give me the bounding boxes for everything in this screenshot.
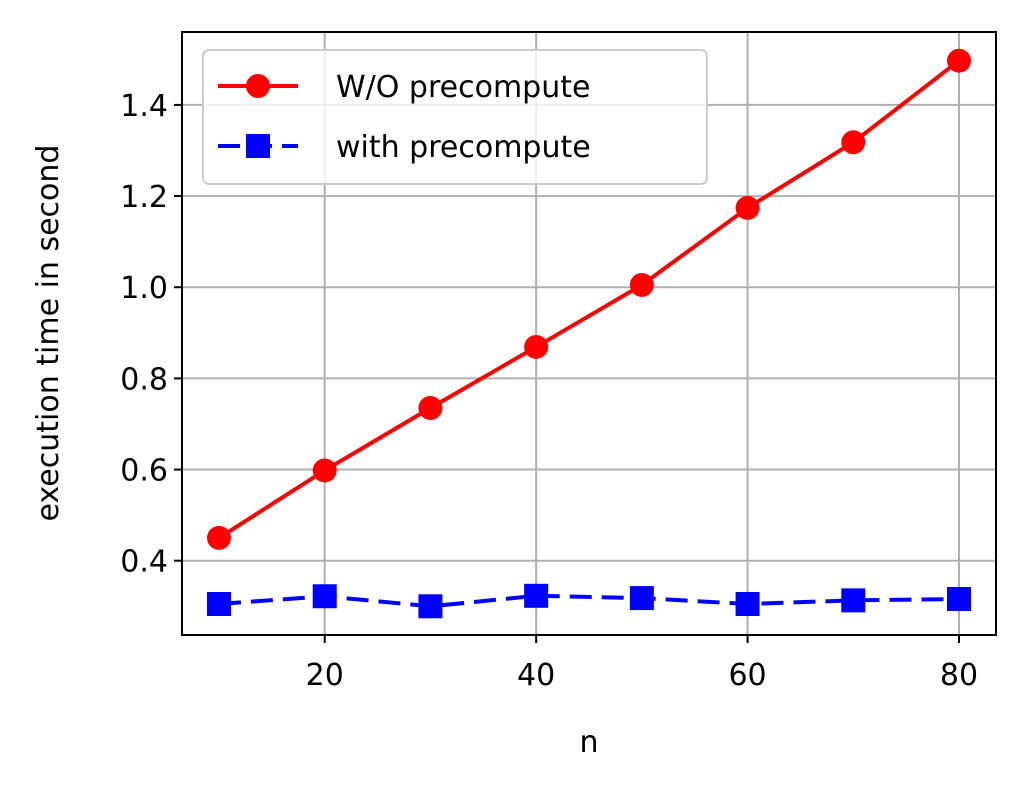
series-with-precompute	[207, 583, 971, 619]
data-point	[524, 583, 549, 608]
axis-ticks: 20 40 60 80 0.4 0.6 0.8 1.0 1.2 1.4	[120, 89, 978, 693]
legend-entry: W/O precompute	[218, 70, 590, 105]
data-point	[207, 525, 231, 550]
legend: W/O precompute with precompute	[202, 49, 708, 185]
x-tick-label: 60	[728, 658, 766, 693]
legend-label: W/O precompute	[336, 70, 590, 105]
data-point	[841, 588, 866, 613]
data-point	[735, 592, 760, 617]
x-tick-label: 20	[306, 658, 344, 693]
data-point	[841, 130, 866, 155]
y-tick-label: 1.0	[120, 271, 168, 306]
series-layer	[207, 48, 971, 619]
data-point	[524, 334, 549, 359]
y-tick-label: 0.6	[120, 454, 168, 489]
data-point	[207, 592, 231, 617]
y-tick-label: 0.8	[120, 362, 168, 397]
legend-marker	[246, 134, 270, 158]
y-tick-label: 1.4	[120, 89, 168, 124]
series-line	[218, 593, 960, 609]
data-point	[312, 584, 337, 609]
series-line	[217, 59, 961, 540]
legend-entry: with precompute	[218, 130, 591, 165]
data-point	[312, 458, 337, 483]
y-tick-label: 1.2	[120, 180, 168, 215]
series-wo-precompute	[207, 48, 971, 550]
y-axis-title: execution time in second	[31, 145, 66, 522]
legend-box	[202, 49, 708, 185]
x-tick-label: 40	[517, 658, 555, 693]
data-point	[629, 586, 654, 611]
plot-frame	[181, 31, 997, 636]
data-point	[418, 396, 443, 421]
x-tick-label: 80	[940, 658, 978, 693]
data-point	[735, 195, 760, 220]
legend-label: with precompute	[336, 130, 591, 165]
data-point	[947, 48, 971, 73]
x-axis-title: n	[579, 725, 598, 760]
data-point	[418, 594, 443, 619]
y-tick-label: 0.4	[120, 545, 168, 580]
legend-marker	[246, 74, 270, 98]
data-point	[629, 272, 654, 297]
data-point	[947, 586, 971, 611]
